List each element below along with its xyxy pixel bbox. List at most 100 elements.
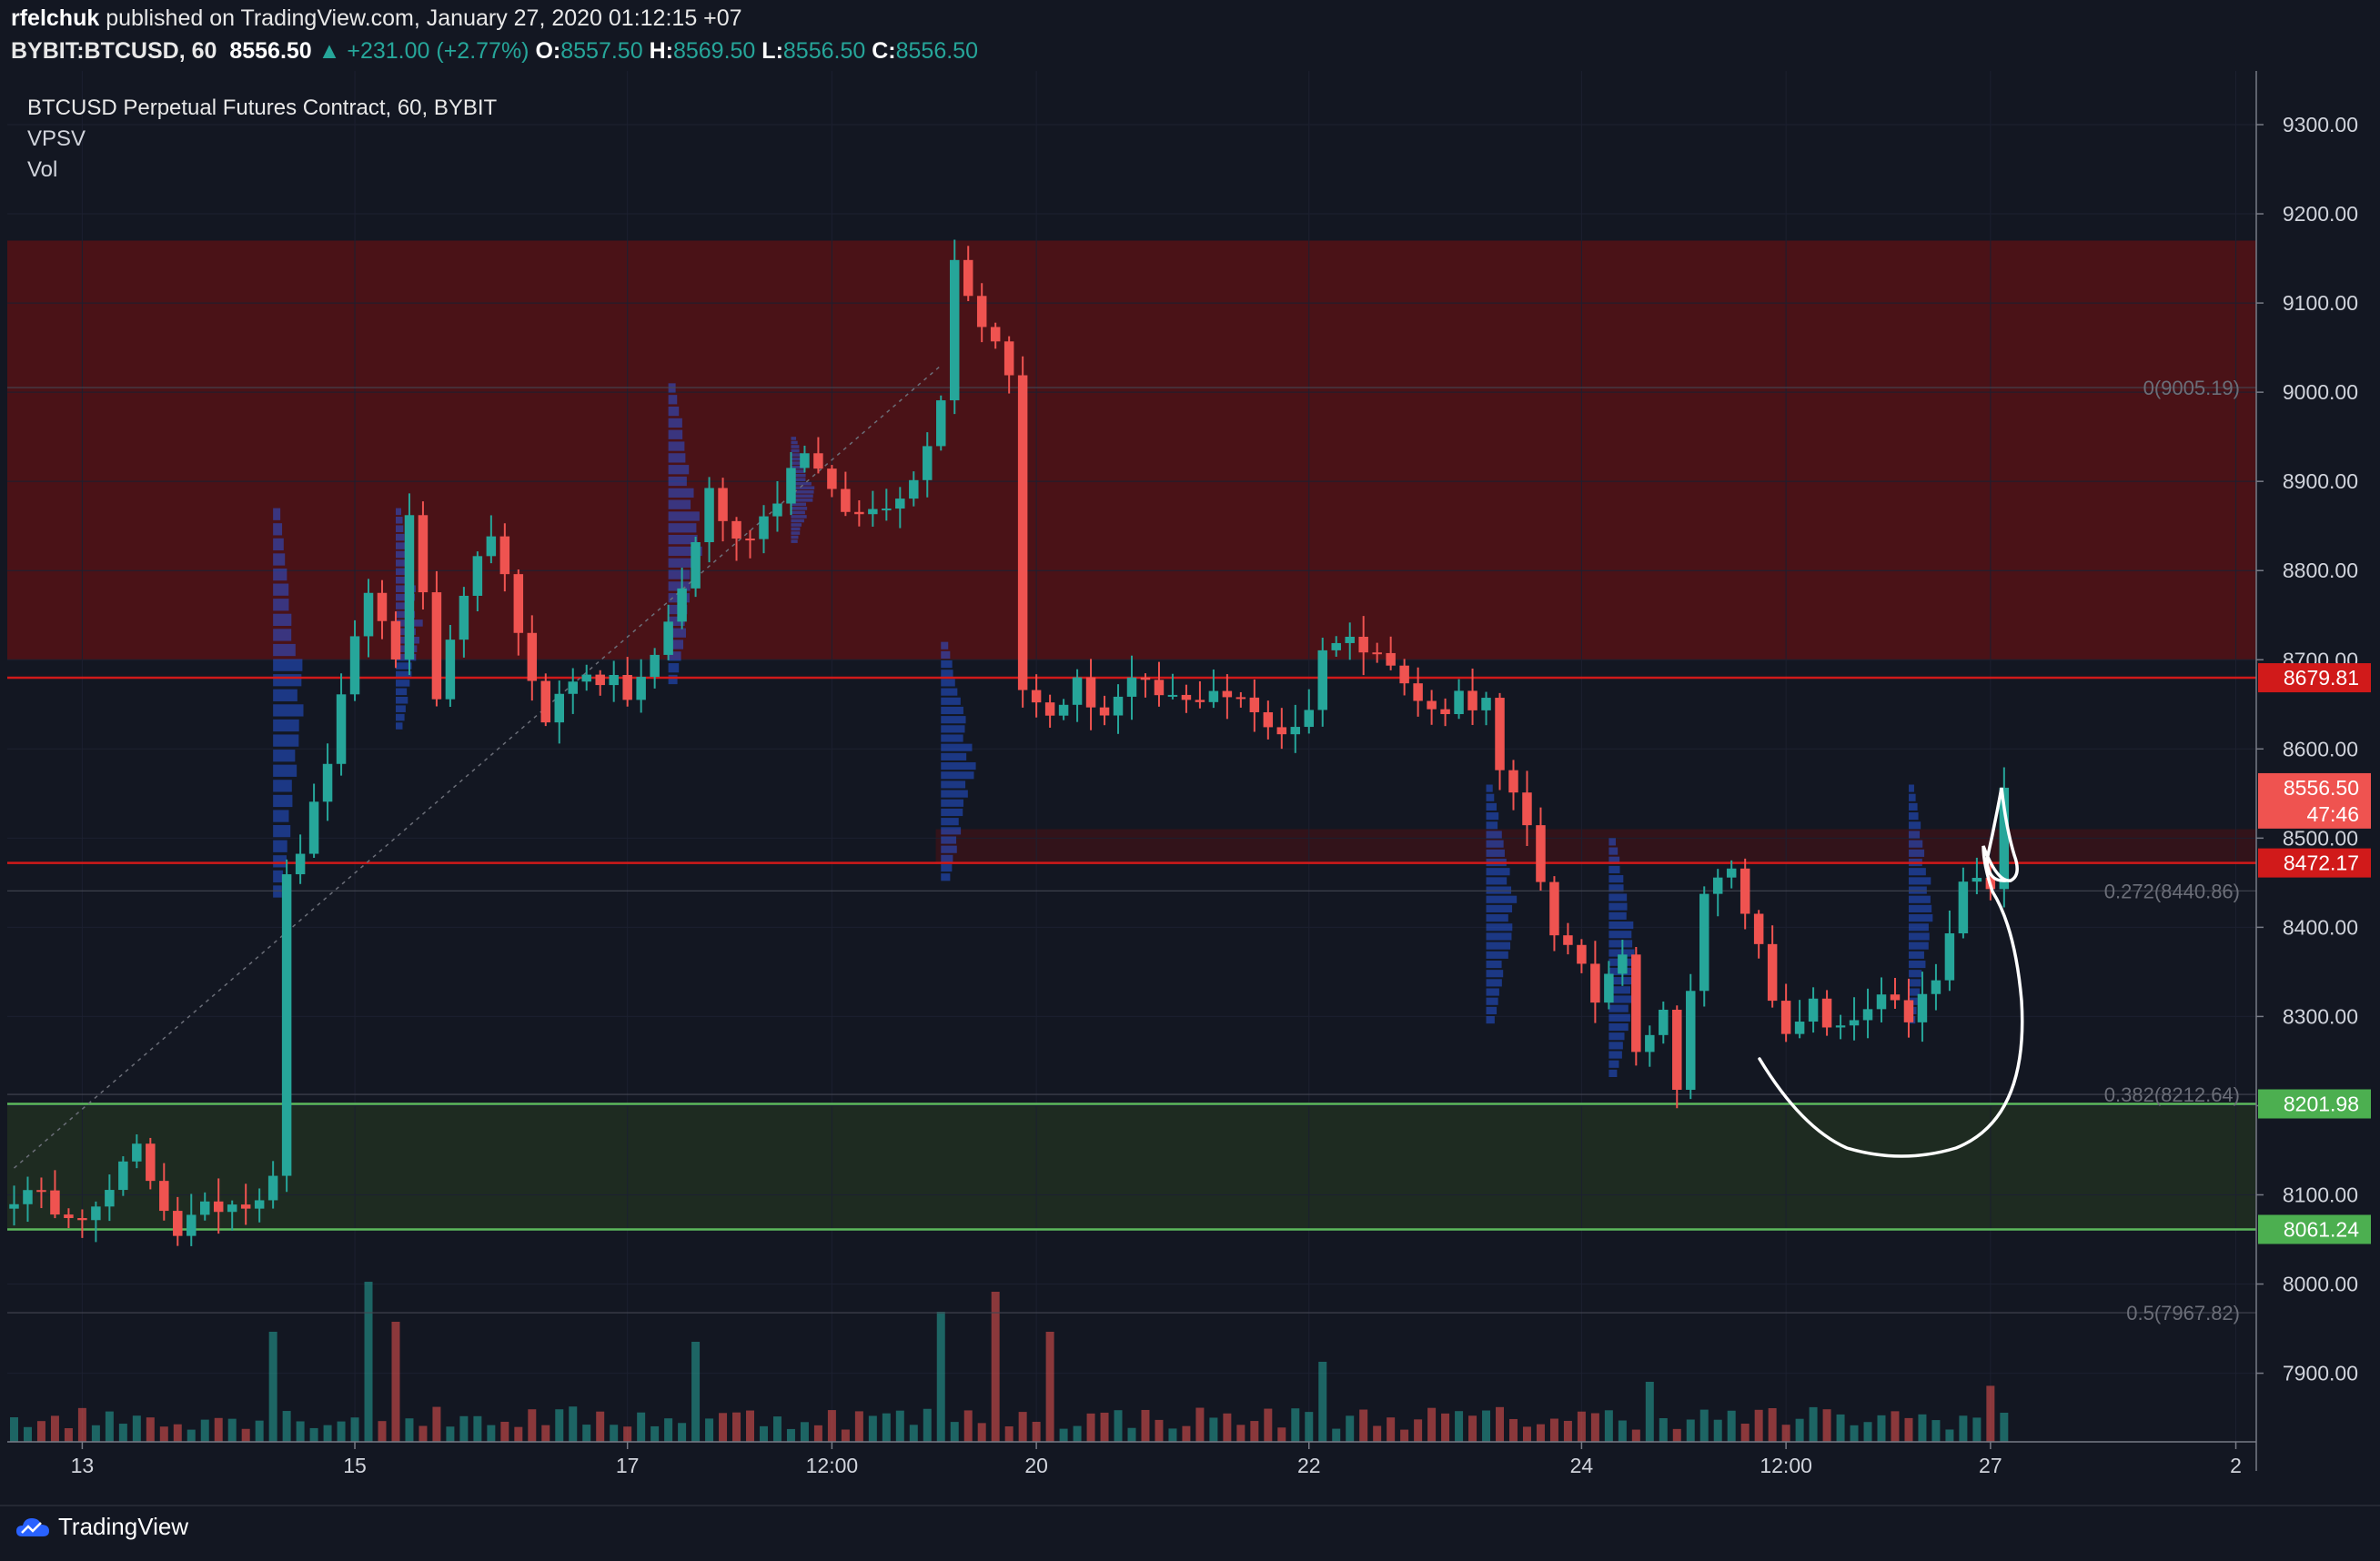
volume-bar bbox=[500, 1421, 509, 1442]
candle-body bbox=[691, 542, 701, 589]
volume-bar bbox=[378, 1421, 387, 1442]
volume-bar bbox=[569, 1406, 578, 1442]
volume-bar bbox=[786, 1428, 795, 1442]
high-label: H: bbox=[649, 38, 673, 64]
volume-bar bbox=[1318, 1362, 1327, 1442]
indicator-volume[interactable]: Vol bbox=[27, 157, 58, 182]
time-tick-label: 15 bbox=[343, 1454, 367, 1477]
candle bbox=[1672, 1005, 1682, 1109]
volume-bar bbox=[241, 1428, 250, 1442]
volume-bar bbox=[227, 1418, 237, 1442]
candle bbox=[963, 246, 973, 302]
volume-bar bbox=[1427, 1407, 1437, 1442]
candle bbox=[1944, 911, 1955, 992]
volume-bar bbox=[610, 1425, 619, 1442]
price-label-tag: 8061.24 bbox=[2258, 1214, 2371, 1244]
volume-bar bbox=[159, 1426, 168, 1442]
candle bbox=[513, 569, 524, 656]
candle bbox=[745, 529, 755, 559]
profile-row bbox=[1486, 802, 1498, 811]
volume-bars bbox=[9, 1282, 2009, 1442]
low-value: 8556.50 bbox=[782, 38, 866, 64]
candle-body bbox=[1031, 690, 1042, 703]
candle bbox=[1099, 695, 1110, 726]
time-tick-label: 12:00 bbox=[806, 1454, 859, 1477]
candle bbox=[1931, 963, 1941, 1011]
time-axis: 13 15 17 12:00 20 22 24 12:00 27 2 bbox=[0, 1441, 2380, 1506]
candle-body bbox=[527, 632, 538, 681]
candle bbox=[1999, 767, 2010, 908]
indicator-vpsv[interactable]: VPSV bbox=[27, 126, 86, 151]
volume-bar bbox=[1918, 1414, 1927, 1442]
candle-body bbox=[1276, 727, 1287, 735]
profile-row bbox=[941, 697, 961, 705]
publisher-name[interactable]: rfelchuk bbox=[11, 5, 100, 31]
profile-row bbox=[1486, 831, 1502, 839]
candle bbox=[1454, 679, 1464, 720]
profile-row bbox=[941, 743, 973, 751]
profile-row bbox=[1908, 951, 1924, 959]
price-tick-label: 7900.00 bbox=[2283, 1362, 2358, 1385]
profile-row bbox=[791, 481, 812, 486]
profile-row bbox=[273, 523, 283, 536]
volume-bar bbox=[1986, 1385, 1995, 1442]
profile-row bbox=[1486, 979, 1502, 987]
candle-body bbox=[1399, 665, 1409, 684]
published-text: published on TradingView.com, January 27… bbox=[106, 5, 742, 31]
volume-bar bbox=[446, 1426, 455, 1442]
candle-body bbox=[1821, 998, 1832, 1028]
candle-body bbox=[1140, 677, 1151, 680]
candle-body bbox=[554, 693, 565, 723]
profile-row bbox=[273, 750, 296, 762]
profile-row bbox=[668, 581, 691, 591]
profile-row bbox=[941, 706, 963, 715]
volume-bar bbox=[187, 1429, 196, 1442]
profile-row bbox=[1908, 914, 1933, 922]
chart-legend-title[interactable]: BTCUSD Perpetual Futures Contract, 60, B… bbox=[27, 96, 498, 120]
profile-row bbox=[668, 395, 678, 405]
candle bbox=[1495, 692, 1505, 791]
candle-body bbox=[976, 296, 987, 327]
profile-row bbox=[1908, 895, 1931, 903]
candle bbox=[1563, 922, 1573, 955]
candle-body bbox=[1563, 935, 1573, 945]
profile-e bbox=[941, 641, 976, 881]
candle bbox=[187, 1193, 197, 1246]
profile-row bbox=[1908, 942, 1929, 950]
candle-body bbox=[1917, 993, 1928, 1022]
price-tick-label: 9300.00 bbox=[2283, 113, 2358, 136]
grid bbox=[7, 71, 2256, 1442]
profile-row bbox=[1609, 911, 1627, 920]
candle bbox=[1972, 857, 1982, 895]
profile-row bbox=[1486, 821, 1498, 830]
symbol-info: BYBIT:BTCUSD, 60 8556.50 ▲ +231.00 (+2.7… bbox=[11, 38, 978, 65]
candle-body bbox=[1195, 700, 1205, 702]
candle-body bbox=[418, 515, 429, 593]
tradingview-brand: TradingView bbox=[58, 1513, 189, 1540]
volume-bar bbox=[1277, 1427, 1286, 1442]
profile-row bbox=[1486, 942, 1511, 950]
candle-body bbox=[336, 694, 347, 764]
candle bbox=[1031, 674, 1042, 718]
candle bbox=[1522, 770, 1532, 846]
profile-row bbox=[791, 510, 805, 515]
volume-bar bbox=[1045, 1332, 1054, 1442]
volume-bar bbox=[132, 1415, 141, 1442]
profile-row bbox=[941, 725, 965, 733]
candle-body bbox=[949, 259, 960, 401]
tradingview-logo[interactable]: TradingView bbox=[15, 1513, 188, 1541]
candle-body bbox=[1536, 825, 1546, 882]
candle bbox=[568, 668, 578, 714]
profile-row bbox=[941, 827, 962, 835]
profile-row bbox=[1908, 784, 1914, 792]
candle bbox=[990, 322, 1001, 349]
candle-body bbox=[1508, 770, 1518, 793]
candle-body bbox=[1618, 954, 1628, 974]
candle-body bbox=[64, 1214, 74, 1219]
candle-body bbox=[568, 681, 578, 694]
candle bbox=[1290, 704, 1301, 753]
symbol-label[interactable]: BYBIT:BTCUSD, 60 bbox=[11, 38, 217, 64]
profile-row bbox=[1908, 831, 1921, 839]
profile-row bbox=[1486, 877, 1508, 885]
